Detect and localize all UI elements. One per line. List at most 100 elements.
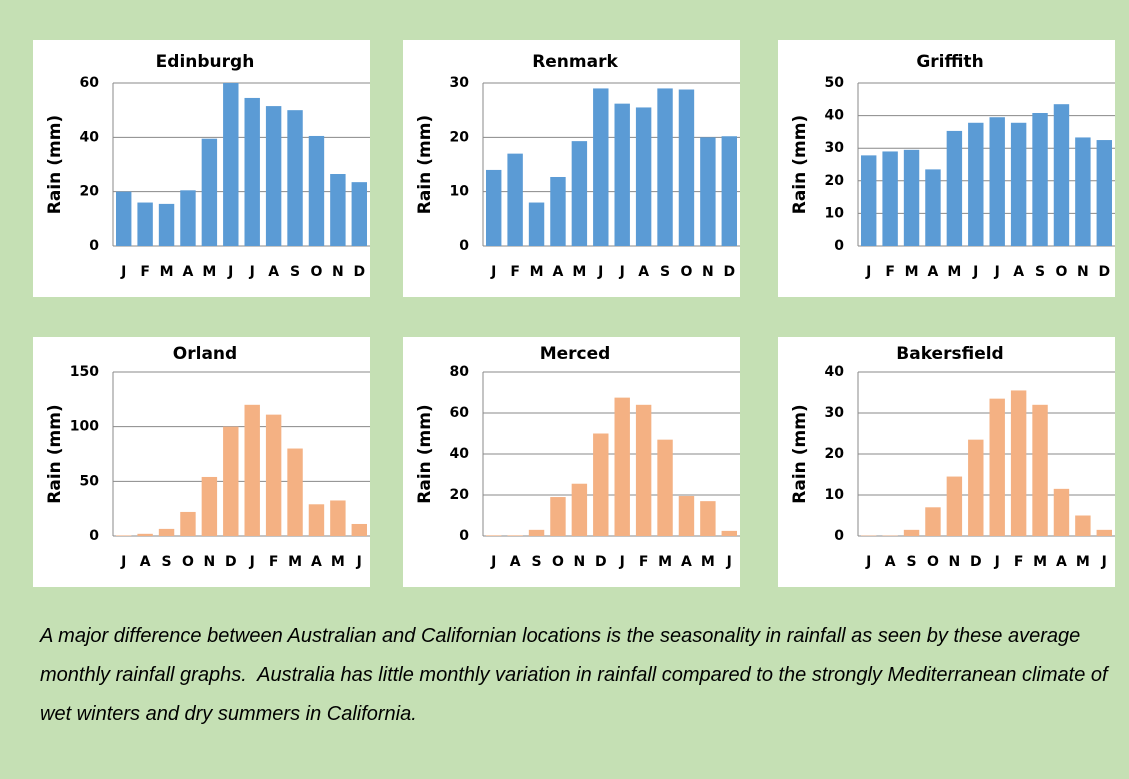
x-tick-label: D — [970, 554, 982, 570]
bar — [925, 169, 941, 246]
x-tick-label: D — [225, 554, 237, 570]
x-tick-label: D — [595, 554, 607, 570]
chart-title: Griffith — [916, 52, 983, 72]
bar — [882, 151, 898, 246]
y-axis-label: Rain (mm) — [415, 404, 435, 503]
x-tick-label: F — [885, 264, 895, 280]
bar — [550, 176, 566, 246]
x-tick-label: A — [183, 264, 194, 280]
bar — [528, 202, 545, 246]
x-tick-label: M — [1033, 554, 1047, 570]
x-tick-label: A — [885, 554, 896, 570]
bar — [1053, 488, 1070, 536]
y-tick-label: 30 — [450, 75, 470, 91]
x-tick-label: J — [227, 264, 233, 280]
bar — [593, 88, 609, 246]
y-axis-label: Rain (mm) — [790, 115, 810, 214]
y-tick-label: 30 — [825, 140, 845, 156]
bar — [158, 203, 175, 246]
x-tick-label: M — [160, 264, 174, 280]
x-tick-label: A — [1056, 554, 1067, 570]
y-tick-label: 0 — [89, 528, 99, 544]
y-axis-label: Rain (mm) — [45, 115, 65, 214]
y-tick-label: 20 — [450, 129, 470, 145]
bar — [137, 533, 153, 536]
x-tick-label: M — [202, 264, 216, 280]
bar — [287, 448, 303, 536]
y-tick-label: 10 — [450, 184, 470, 200]
y-tick-label: 40 — [825, 108, 845, 124]
bar — [244, 97, 260, 246]
x-tick-label: M — [530, 264, 544, 280]
y-tick-label: 150 — [70, 364, 99, 380]
bar — [903, 149, 920, 246]
y-tick-label: 0 — [834, 528, 844, 544]
x-tick-label: J — [249, 264, 255, 280]
x-tick-label: J — [619, 554, 625, 570]
x-tick-label: S — [161, 554, 171, 570]
y-tick-label: 50 — [80, 473, 100, 489]
x-tick-label: D — [723, 264, 735, 280]
y-tick-label: 10 — [825, 205, 845, 221]
bar — [571, 483, 588, 536]
x-tick-label: J — [994, 554, 1000, 570]
bar — [1010, 390, 1027, 536]
bar — [1075, 515, 1091, 536]
bar — [351, 182, 368, 246]
x-tick-label: F — [510, 264, 520, 280]
y-tick-label: 10 — [825, 487, 845, 503]
y-axis-label: Rain (mm) — [790, 404, 810, 503]
y-tick-label: 0 — [834, 238, 844, 254]
x-tick-label: S — [1035, 264, 1045, 280]
bar — [946, 130, 963, 246]
bar — [351, 523, 368, 536]
y-tick-label: 0 — [459, 238, 469, 254]
x-tick-label: J — [726, 554, 732, 570]
bar — [678, 496, 695, 536]
y-tick-label: 50 — [825, 75, 845, 91]
bar — [330, 174, 346, 246]
bar — [657, 439, 673, 536]
bar — [700, 137, 716, 246]
bar — [507, 535, 523, 536]
x-tick-label: M — [905, 264, 919, 280]
x-tick-label: A — [681, 554, 692, 570]
x-tick-label: S — [906, 554, 916, 570]
bar — [1096, 140, 1113, 246]
bar — [308, 504, 325, 536]
y-tick-label: 60 — [450, 405, 470, 421]
x-tick-label: F — [639, 554, 649, 570]
bar — [1096, 529, 1113, 536]
x-tick-label: M — [658, 554, 672, 570]
chart-title: Merced — [540, 344, 611, 364]
x-tick-label: J — [994, 264, 1000, 280]
x-tick-label: M — [701, 554, 715, 570]
x-tick-label: J — [972, 264, 978, 280]
y-tick-label: 20 — [825, 173, 845, 189]
bar — [308, 135, 325, 246]
bar — [968, 439, 984, 536]
bar — [115, 191, 132, 246]
bar — [571, 141, 588, 246]
y-tick-label: 0 — [459, 528, 469, 544]
x-tick-label: M — [1076, 554, 1090, 570]
x-tick-label: M — [947, 264, 961, 280]
x-tick-label: M — [288, 554, 302, 570]
x-tick-label: F — [140, 264, 150, 280]
x-tick-label: N — [574, 554, 586, 570]
x-tick-label: J — [1101, 554, 1107, 570]
x-tick-label: O — [1056, 264, 1068, 280]
bar — [946, 476, 963, 536]
bar — [1032, 404, 1048, 536]
x-tick-label: J — [120, 554, 126, 570]
bar — [989, 117, 1005, 246]
x-tick-label: A — [553, 264, 564, 280]
bar — [1075, 137, 1091, 246]
x-tick-label: O — [311, 264, 323, 280]
